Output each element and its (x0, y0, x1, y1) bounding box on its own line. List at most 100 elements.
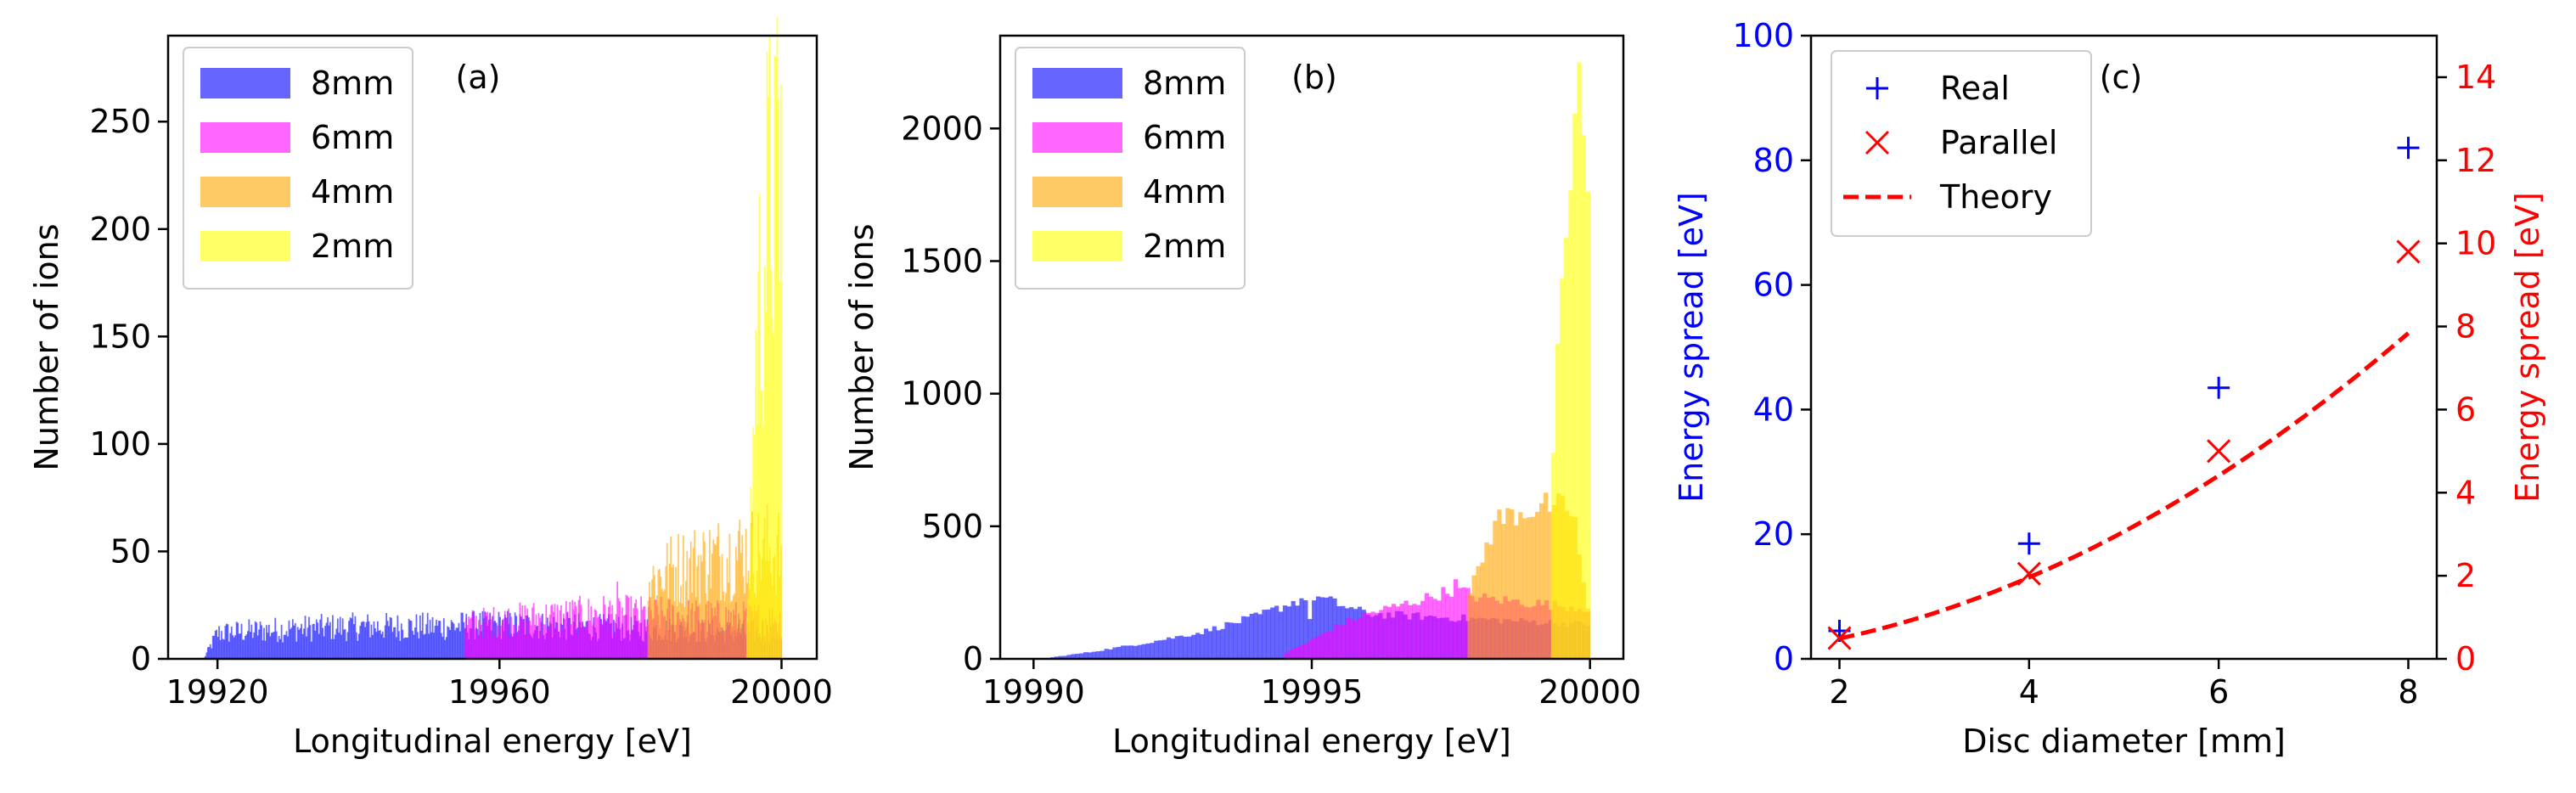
histogram-bar (369, 637, 371, 659)
histogram-bar (1284, 652, 1289, 659)
histogram-bar (1240, 616, 1246, 659)
histogram-bar (691, 592, 694, 659)
histogram-bar (307, 627, 309, 659)
histogram-bar (723, 601, 726, 659)
histogram-bar (278, 635, 280, 659)
y-right-tick-label: 8 (2455, 308, 2476, 346)
histogram-bar (1476, 565, 1481, 659)
histogram-bar (586, 621, 588, 659)
x-ticks-c: 2 4 6 8 (1829, 659, 2419, 711)
histogram-bar (627, 597, 630, 659)
histogram-bar (1128, 645, 1134, 659)
histogram-bar (1220, 628, 1225, 659)
x-ticks-b: 19990 19995 20000 (982, 659, 1641, 711)
histogram-bar (530, 625, 532, 659)
histogram-bar (1257, 614, 1263, 659)
histogram-bar (612, 633, 615, 659)
histogram-bar (584, 628, 586, 659)
histogram-bar (525, 633, 527, 659)
histogram-bar (756, 424, 758, 659)
histogram-bar (351, 618, 352, 659)
histogram-bar (402, 638, 405, 659)
histogram-bar (299, 627, 301, 659)
y-tick-label: 1500 (901, 242, 983, 279)
histogram-bar (775, 57, 777, 659)
histogram-bar (217, 637, 219, 659)
histogram-bar (543, 624, 545, 659)
y-tick-label: 60 (1753, 267, 1794, 304)
histogram-bar (1547, 511, 1553, 659)
histogram-bar (773, 333, 774, 659)
histogram-bar (497, 625, 498, 659)
histogram-bar (1555, 343, 1561, 659)
histogram-bar (567, 627, 570, 659)
histogram-bar (716, 536, 718, 659)
histogram-bar (548, 628, 550, 659)
histogram-bar (760, 391, 762, 659)
histogram-bar (1572, 113, 1578, 660)
histogram-bar (258, 629, 261, 659)
histogram-bar (745, 616, 748, 659)
histogram-bar (1116, 646, 1122, 659)
histogram-bar (235, 621, 238, 659)
histogram-bar (417, 632, 419, 659)
histogram-bar (250, 624, 253, 659)
histogram-bar (324, 625, 326, 659)
histogram-bar (1291, 648, 1297, 659)
histogram-bar (636, 608, 638, 659)
y-tick-label: 150 (89, 318, 151, 355)
histogram-bar (1321, 633, 1326, 659)
histogram-bar (606, 629, 609, 659)
histogram-bar (1108, 649, 1113, 659)
histogram-bar (1461, 587, 1466, 659)
histogram-bar (574, 601, 577, 659)
histogram-bar (1299, 598, 1304, 659)
histogram-bar (666, 543, 668, 659)
histogram-bar (527, 620, 530, 659)
histogram-bar (407, 637, 409, 659)
histogram-bar (571, 599, 574, 659)
histogram-bar (546, 627, 548, 659)
histogram-bar (501, 621, 503, 659)
histogram-bar (700, 554, 702, 659)
histogram-bar (329, 621, 331, 659)
histogram-bar (381, 631, 384, 659)
histogram-bar (645, 627, 647, 659)
histogram-bar (495, 638, 498, 659)
histogram-bar (424, 633, 426, 659)
histogram-bar (768, 33, 771, 659)
histogram-bar (672, 564, 674, 659)
y-axis-label-c-left: Energy spread [eV] (1673, 192, 1710, 503)
histogram-bar (741, 535, 744, 659)
histogram-bar (1471, 575, 1476, 659)
histogram-bar (605, 621, 607, 659)
histogram-bar (1358, 617, 1364, 659)
histogram-bar (1324, 597, 1329, 659)
histogram-bar (620, 627, 622, 659)
histogram-bar (1383, 605, 1388, 659)
histogram-bar (1100, 650, 1105, 659)
histogram-bar (1577, 62, 1582, 660)
histogram-bar (429, 620, 431, 659)
histogram-bar (558, 631, 560, 659)
histogram-bar (1493, 520, 1498, 659)
histogram-bar (273, 632, 275, 659)
histogram-bar (654, 575, 655, 659)
histogram-bar (269, 636, 272, 659)
histogram-bar (1341, 624, 1347, 659)
y-right-tick-label: 2 (2455, 557, 2476, 594)
histogram-bar (638, 622, 641, 659)
legend-c: Real Parallel Theory (1831, 50, 2092, 237)
y-right-tick-label: 0 (2455, 640, 2476, 678)
legend-a: 8mm 6mm 4mm 2mm (183, 47, 413, 290)
histogram-bar (519, 602, 521, 659)
y-ticks-c-left: 0 20 40 60 80 100 (1732, 17, 1811, 678)
histogram-bar (458, 622, 460, 659)
legend-swatch (200, 122, 290, 153)
histogram-bar (628, 633, 631, 659)
histogram-bar (375, 632, 378, 659)
histogram-bar (1170, 638, 1175, 659)
histogram-bar (332, 615, 334, 659)
histogram-bar (1237, 622, 1242, 659)
histogram-bar (234, 635, 237, 659)
